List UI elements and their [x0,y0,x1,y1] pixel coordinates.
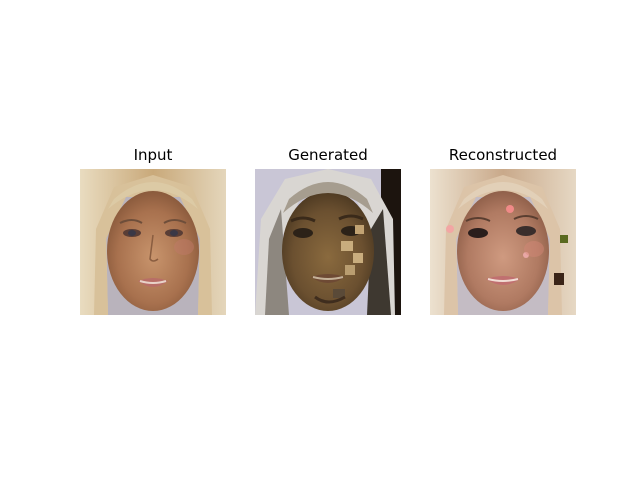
panel-title-input: Input [133,146,173,164]
panel-title-generated: Generated [288,146,368,164]
face-image-generated [255,169,401,315]
face-image-input [80,169,226,315]
panel-title-reconstructed: Reconstructed [448,146,558,164]
face-image-reconstructed [430,169,576,315]
